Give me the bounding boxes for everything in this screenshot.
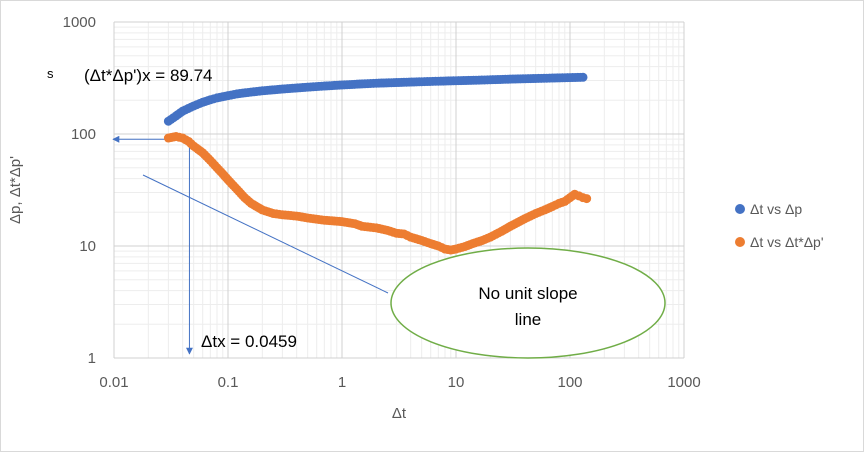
y-tick-labels: 1 10 100 1000	[63, 14, 96, 367]
series-layer	[163, 72, 592, 255]
x-tick-label: 1	[338, 374, 346, 391]
x-tick-label: 0.01	[99, 374, 128, 391]
x-tick-label: 10	[448, 374, 465, 391]
x-tick-label: 1000	[667, 374, 700, 391]
legend-marker-derivative	[735, 237, 745, 247]
legend-marker-delta-p	[735, 204, 745, 214]
y-axis-title: Δp, Δt*Δp'	[7, 156, 24, 224]
no-unit-slope-ellipse	[390, 247, 666, 359]
tx-label: Δtx = 0.0459	[201, 332, 297, 351]
intercept-label: (Δt*Δp')x = 89.74	[84, 66, 213, 85]
y-tick-label: 10	[79, 238, 96, 255]
series-derivative	[163, 131, 592, 255]
s-label: s	[47, 66, 54, 81]
unit-slope-line	[142, 174, 389, 294]
x-tick-labels: 0.01 0.1 1 10 100 1000	[99, 374, 700, 391]
x-axis-title: Δt	[392, 405, 407, 422]
data-point	[578, 72, 588, 82]
series-delta-p	[163, 72, 588, 126]
y-tick-label: 1	[88, 350, 96, 367]
x-tick-label: 0.1	[218, 374, 239, 391]
y-tick-label: 1000	[63, 14, 96, 31]
ellipse-label-line-1: No unit slope	[478, 284, 577, 303]
minor-gridlines	[114, 22, 684, 358]
legend-label-derivative: Δt vs Δt*Δp'	[750, 234, 824, 250]
y-tick-label: 100	[71, 126, 96, 143]
x-tick-label: 100	[557, 374, 582, 391]
legend-label-delta-p: Δt vs Δp	[750, 201, 802, 217]
data-point	[582, 194, 592, 204]
legend: Δt vs Δp Δt vs Δt*Δp'	[735, 201, 824, 250]
ellipse-label-line-2: line	[515, 310, 541, 329]
